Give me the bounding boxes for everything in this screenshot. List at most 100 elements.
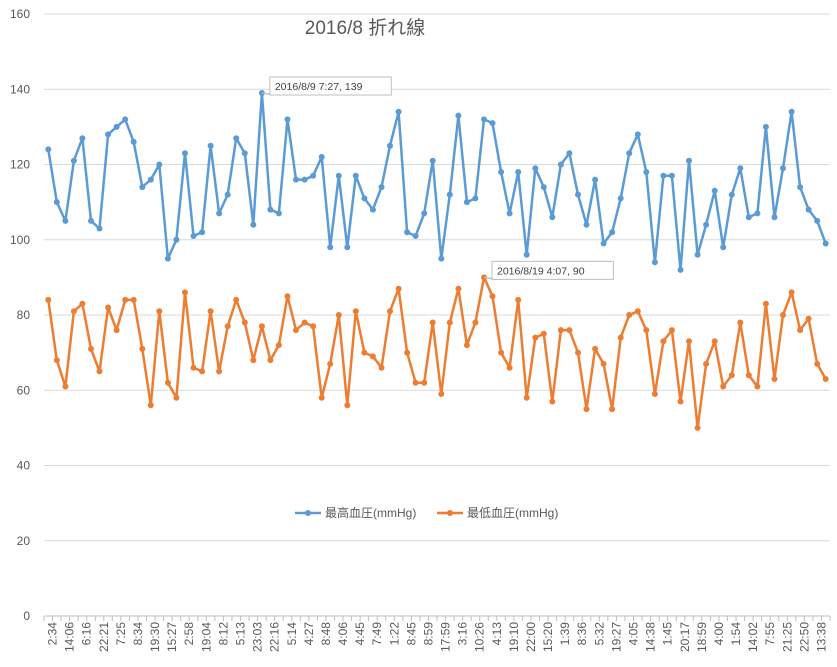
data-point [421, 379, 428, 386]
data-point [258, 323, 265, 330]
data-point [780, 165, 786, 172]
x-tick-label: 2:58 [182, 622, 196, 646]
data-point [575, 349, 581, 356]
data-point [207, 308, 214, 315]
x-tick-label: 5:14 [285, 622, 299, 646]
data-point [369, 206, 376, 213]
x-tick-label: 4:27 [302, 622, 316, 646]
data-point [771, 214, 778, 221]
data-point [96, 225, 103, 232]
data-point [62, 217, 69, 224]
data-point [523, 394, 530, 401]
y-tick-label: 140 [10, 82, 30, 96]
data-point [182, 150, 188, 157]
data-point [463, 199, 470, 206]
data-point [241, 319, 248, 326]
data-point [105, 304, 112, 311]
x-tick-label: 8:59 [421, 622, 435, 646]
x-tick-label: 1:54 [729, 622, 743, 646]
data-point [250, 357, 257, 364]
data-point [523, 251, 530, 258]
x-tick-label: 15:20 [541, 622, 555, 652]
data-point [686, 157, 692, 164]
data-point [651, 391, 658, 397]
data-point [147, 402, 154, 409]
x-tick-label: 5:32 [592, 622, 606, 646]
data-point [412, 379, 419, 386]
y-tick-label: 160 [10, 7, 30, 21]
data-point [421, 210, 428, 217]
data-point [609, 229, 616, 236]
legend-label: 最高血圧(mmHg) [325, 505, 416, 520]
data-point [301, 319, 308, 326]
y-tick-label: 20 [17, 534, 31, 548]
data-point [720, 244, 727, 251]
x-tick-label: 20:17 [678, 622, 692, 652]
data-point [147, 176, 154, 183]
x-tick-label: 1:22 [387, 622, 401, 646]
data-point [318, 154, 325, 160]
x-tick-label: 19:27 [609, 622, 623, 652]
data-point [130, 296, 137, 303]
data-point [438, 391, 445, 397]
data-point [284, 116, 291, 123]
data-point [53, 357, 60, 364]
data-point [404, 349, 411, 356]
data-point [429, 157, 436, 164]
data-point [703, 360, 710, 367]
data-point [301, 176, 308, 183]
data-callout-label: 2016/8/9 7:27, 139 [275, 81, 363, 93]
x-tick-label: 1:45 [661, 622, 675, 646]
data-point [96, 368, 103, 375]
data-point [771, 376, 778, 382]
series-line-1 [47, 91, 827, 272]
data-point [378, 364, 385, 371]
x-tick-label: 19:10 [507, 622, 521, 652]
data-point [79, 300, 86, 307]
data-point [583, 221, 590, 228]
y-tick-label: 0 [23, 609, 30, 623]
data-point [634, 131, 641, 138]
data-point [668, 327, 675, 334]
y-tick-label: 120 [10, 158, 30, 172]
data-point [361, 349, 368, 356]
data-point [557, 327, 564, 334]
data-point [224, 191, 231, 198]
data-point [387, 308, 393, 315]
data-point [250, 221, 257, 228]
data-point [310, 323, 317, 330]
data-point [489, 120, 496, 127]
data-point [463, 342, 470, 349]
data-point [429, 319, 436, 326]
x-tick-label: 14:38 [644, 622, 658, 652]
data-point [45, 146, 52, 153]
x-tick-label: 14:06 [63, 622, 77, 652]
x-tick-label: 3:16 [456, 622, 470, 646]
data-point [293, 176, 299, 183]
data-point [711, 338, 718, 345]
data-point [481, 116, 487, 123]
data-point [88, 217, 94, 224]
x-tick-label: 7:25 [114, 622, 128, 646]
data-point [156, 161, 163, 168]
data-point [660, 338, 667, 345]
data-point [797, 327, 804, 334]
x-tick-label: 6:16 [80, 622, 94, 646]
data-point [53, 199, 60, 206]
data-point [352, 308, 359, 315]
data-point [557, 161, 564, 168]
data-point [344, 244, 351, 251]
x-tick-label: 22:00 [524, 622, 538, 652]
data-point [617, 334, 624, 341]
callout-box [491, 260, 614, 280]
data-point [617, 195, 624, 202]
data-point [540, 184, 547, 191]
data-point [694, 251, 701, 258]
data-point [233, 296, 240, 303]
data-point [498, 349, 505, 356]
data-point [327, 360, 334, 367]
data-point [122, 296, 129, 303]
data-point [378, 184, 385, 191]
data-point [113, 123, 120, 130]
